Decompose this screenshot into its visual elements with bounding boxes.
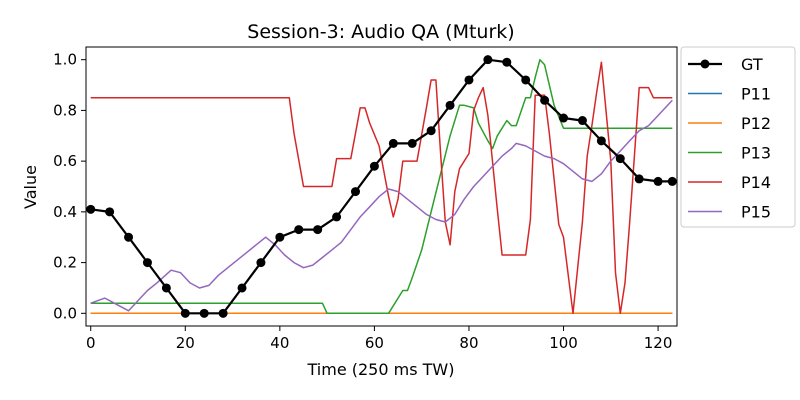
data-point-gt <box>294 225 304 235</box>
y-tick-label: 0.4 <box>53 203 77 221</box>
x-tick-label: 80 <box>459 334 478 352</box>
data-point-gt <box>445 100 455 110</box>
data-point-gt <box>653 176 663 186</box>
data-point-gt <box>615 154 625 164</box>
data-point-gt <box>237 283 247 293</box>
legend-marker-gt <box>700 59 710 69</box>
data-point-gt <box>86 204 96 214</box>
data-point-gt <box>521 75 531 85</box>
x-tick-label: 40 <box>270 334 289 352</box>
plot-frame <box>85 46 678 327</box>
legend-label-p15: P15 <box>741 203 771 222</box>
x-tick-label: 120 <box>644 334 673 352</box>
y-tick-label: 0.8 <box>53 101 77 119</box>
series-line-p14 <box>90 61 673 315</box>
data-point-gt <box>483 55 493 65</box>
data-point-gt <box>275 232 285 242</box>
x-tick-label: 60 <box>365 334 384 352</box>
legend-label-gt: GT <box>741 55 763 74</box>
y-tick-label: 1.0 <box>53 51 77 69</box>
legend-label-p13: P13 <box>741 144 771 163</box>
data-point-gt <box>426 126 436 136</box>
data-point-gt <box>199 308 209 318</box>
data-point-gt <box>124 232 134 242</box>
x-tick-label: 0 <box>86 334 96 352</box>
series-line-p13 <box>90 58 673 315</box>
y-tick-label: 0.0 <box>53 304 77 322</box>
data-point-gt <box>105 207 115 217</box>
y-axis-label: Value <box>21 165 40 209</box>
legend: GT P11 P12 P13 P14 P15 <box>680 46 796 228</box>
data-point-gt <box>256 258 266 268</box>
legend-label-p14: P14 <box>741 173 771 192</box>
data-point-gt <box>388 138 398 148</box>
data-point-gt <box>332 212 342 222</box>
legend-box <box>680 46 796 228</box>
y-tick-label: 0.2 <box>53 254 77 272</box>
x-tick-label: 20 <box>176 334 195 352</box>
data-point-gt <box>218 308 228 318</box>
data-point-gt <box>161 283 171 293</box>
data-point-gt <box>634 174 644 184</box>
data-point-gt <box>540 95 550 105</box>
legend-label-p11: P11 <box>741 85 771 104</box>
data-point-gt <box>577 116 587 126</box>
data-point-gt <box>313 225 323 235</box>
legend-label-p12: P12 <box>741 114 771 133</box>
data-point-gt <box>350 187 360 197</box>
x-tick-label: 100 <box>549 334 578 352</box>
data-point-gt <box>464 75 474 85</box>
data-point-gt <box>180 308 190 318</box>
x-axis-label: Time (250 ms TW) <box>307 360 455 379</box>
data-point-gt <box>559 113 569 123</box>
data-point-gt <box>142 258 152 268</box>
chart-title: Session-3: Audio QA (Mturk) <box>247 21 514 43</box>
plot-area <box>86 55 677 318</box>
y-axis: 0.0 0.2 0.4 0.6 0.8 1.0 <box>53 51 86 322</box>
data-point-gt <box>369 161 379 171</box>
data-point-gt <box>596 136 606 146</box>
x-axis: 0 20 40 60 80 100 120 <box>86 326 672 352</box>
data-point-gt <box>667 176 677 186</box>
y-tick-label: 0.6 <box>53 152 77 170</box>
series-line-p15 <box>90 99 673 312</box>
data-point-gt <box>502 57 512 67</box>
data-point-gt <box>407 138 417 148</box>
